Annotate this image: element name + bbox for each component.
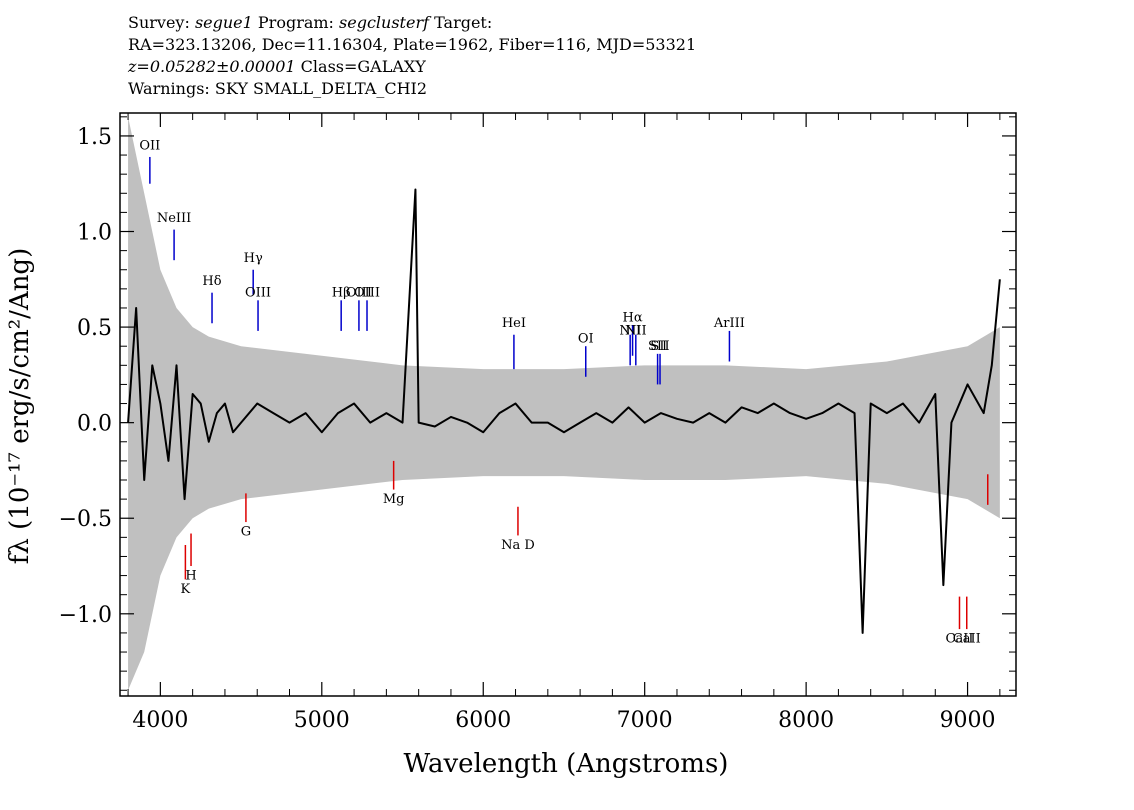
absorption-line-label: Na D: [501, 538, 535, 553]
x-tick-label: 4000: [132, 708, 188, 733]
emission-line-label: Hα: [623, 310, 643, 325]
emission-line-label: Hγ: [244, 251, 263, 266]
emission-line-label: ArIII: [713, 316, 745, 331]
x-tick-label: 9000: [940, 708, 996, 733]
x-tick-label: 6000: [455, 708, 511, 733]
y-tick-label: −0.5: [59, 507, 112, 532]
y-tick-label: 1.5: [77, 125, 112, 150]
class-value: Class=GALAXY: [295, 57, 426, 76]
program-label: Program:: [252, 13, 340, 32]
emission-line-label: Hδ: [202, 274, 221, 289]
x-tick-label: 7000: [617, 708, 673, 733]
emission-line-label: OIII: [245, 286, 271, 301]
emission-line-label: SII: [648, 339, 667, 354]
plot-frame: [119, 112, 1017, 697]
y-tick-label: −1.0: [59, 603, 112, 628]
flux-line: [127, 188, 1001, 634]
spectrum-header: Survey: segue1 Program: segclusterf Targ…: [128, 12, 696, 100]
y-tick-label: 0.5: [77, 316, 112, 341]
emission-line-label: Hβ: [332, 286, 351, 301]
target-label: Target:: [429, 13, 493, 32]
absorption-line-label: Mg: [383, 492, 405, 507]
emission-line-label: NII: [625, 324, 647, 339]
emission-line-label: OIII: [346, 286, 372, 301]
axis-ticks: 4000 5000 6000 7000 8000 9000 −1.0 −0.5 0.0 0.5 1.…: [59, 113, 1016, 733]
absorption-line-label: CaII: [946, 631, 974, 646]
header-line-survey: Survey: segue1 Program: segclusterf Targ…: [128, 12, 696, 34]
header-line-warnings: Warnings: SKY SMALL_DELTA_CHI2: [128, 79, 428, 98]
absorption-line-label: G: [241, 524, 251, 539]
absorption-line-label: K: [181, 582, 191, 597]
y-tick-label: 0.0: [77, 412, 112, 437]
redshift-value: z=0.05282±0.00001: [128, 57, 296, 76]
emission-line-label: SII: [650, 339, 669, 354]
emission-line-label: NeIII: [157, 211, 191, 226]
absorption-line-label: H: [185, 568, 196, 583]
error-band: [128, 116, 1000, 691]
emission-line-label: OI: [578, 331, 594, 346]
y-tick-label: 1.0: [77, 221, 112, 246]
emission-line-label: HeI: [502, 316, 526, 331]
error-band-area: [128, 116, 1000, 691]
x-tick-label: 5000: [294, 708, 350, 733]
x-tick-label: 8000: [778, 708, 834, 733]
flux-series: [127, 188, 1001, 634]
header-line-redshift: z=0.05282±0.00001 Class=GALAXY: [128, 56, 696, 78]
emission-line-label: OII: [139, 138, 160, 153]
header-line-coordinates: RA=323.13206, Dec=11.16304, Plate=1962, …: [128, 35, 697, 54]
x-axis-title: Wavelength (Angstroms): [404, 749, 729, 779]
emission-line-label: OIII: [354, 286, 380, 301]
y-axis-title: fλ (10⁻¹⁷ erg/s/cm²/Ang): [5, 248, 35, 564]
absorption-line-label: CaII: [953, 631, 981, 646]
program-value: segclusterf: [339, 13, 430, 32]
survey-value: segue1: [194, 13, 253, 32]
survey-label: Survey:: [128, 13, 195, 32]
